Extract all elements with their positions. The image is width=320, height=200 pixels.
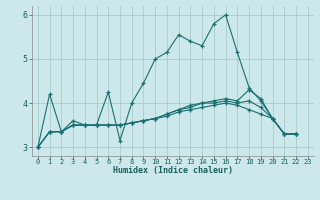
X-axis label: Humidex (Indice chaleur): Humidex (Indice chaleur) [113, 166, 233, 175]
